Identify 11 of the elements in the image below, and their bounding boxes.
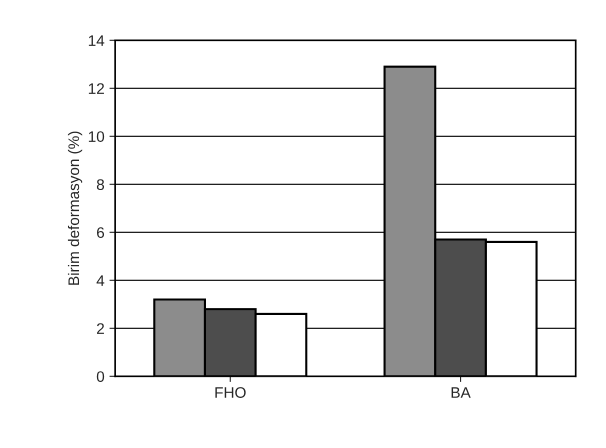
x-tick-label: FHO (215, 387, 246, 398)
y-tick-label: 0 (96, 371, 104, 382)
y-tick-label: 6 (97, 227, 104, 238)
y-tick-label: 14 (88, 35, 104, 46)
y-tick-label: 8 (96, 179, 104, 190)
y-tick-label: 4 (96, 275, 104, 286)
y-tick-label: 12 (88, 83, 104, 94)
y-axis-title: Birim deformasyon (%) (68, 132, 82, 285)
x-tick-label: BA (452, 387, 471, 398)
y-tick-label: 2 (96, 323, 104, 334)
y-tick-label: 10 (88, 131, 104, 142)
